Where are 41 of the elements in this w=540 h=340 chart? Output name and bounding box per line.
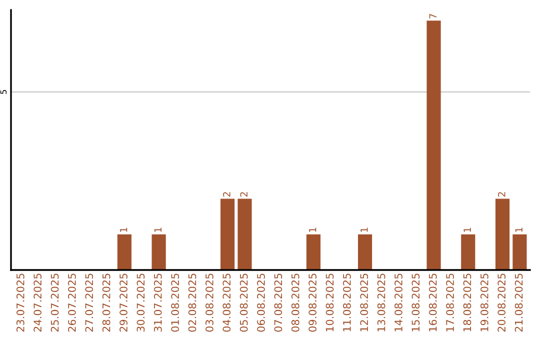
x-tick-label: 12.08.2025 (360, 274, 368, 332)
data-label: 2 (240, 192, 248, 197)
x-tick-label: 01.08.2025 (171, 274, 180, 332)
data-label: 1 (120, 228, 128, 232)
x-tick-label: 27.07.2025 (85, 274, 94, 332)
x-tick-label: 08.08.2025 (291, 274, 300, 332)
data-label: 2 (498, 192, 506, 197)
x-tick-label: 17.08.2025 (446, 274, 454, 332)
x-tick-label: 19.08.2025 (480, 274, 488, 332)
data-label: 1 (515, 228, 522, 232)
x-tick-label: 04.08.2025 (222, 274, 231, 332)
x-tick-label: 28.07.2025 (102, 274, 110, 332)
x-tick-label: 14.08.2025 (394, 274, 402, 332)
x-tick-label: 23.07.2025 (16, 274, 24, 332)
x-tick-label: 10.08.2025 (326, 274, 334, 332)
x-tick-label: 30.07.2025 (136, 274, 145, 332)
data-label: 1 (464, 228, 471, 232)
x-tick-label: 20.08.2025 (498, 274, 506, 332)
x-tick-label: 02.08.2025 (188, 274, 196, 332)
x-tick-label: 25.07.2025 (50, 274, 59, 332)
data-label: 7 (429, 14, 436, 18)
x-tick-label: 16.08.2025 (428, 274, 437, 332)
x-tick-label: 26.07.2025 (68, 274, 76, 332)
x-tick-label: 13.08.2025 (377, 274, 386, 332)
x-tick-label: 03.08.2025 (205, 274, 214, 332)
x-tick-label: 06.08.2025 (257, 274, 265, 332)
x-tick-label: 29.07.2025 (120, 274, 128, 332)
x-tick-label: 09.08.2025 (308, 274, 316, 332)
data-label: 2 (223, 192, 230, 197)
data-label: 1 (154, 228, 162, 232)
x-tick-label: 24.07.2025 (34, 274, 42, 332)
x-tick-label: 18.08.2025 (463, 274, 472, 332)
y-tick-label: 5 (0, 90, 7, 94)
x-tick-label: 31.07.2025 (154, 274, 162, 332)
x-tick-label: 21.08.2025 (514, 274, 523, 332)
data-label: 1 (360, 228, 368, 232)
x-tick-label: 11.08.2025 (342, 274, 351, 332)
x-tick-label: 05.08.2025 (240, 274, 248, 332)
data-label: 1 (309, 228, 316, 232)
x-tick-label: 07.08.2025 (274, 274, 282, 332)
x-tick-label: 15.08.2025 (412, 274, 420, 332)
